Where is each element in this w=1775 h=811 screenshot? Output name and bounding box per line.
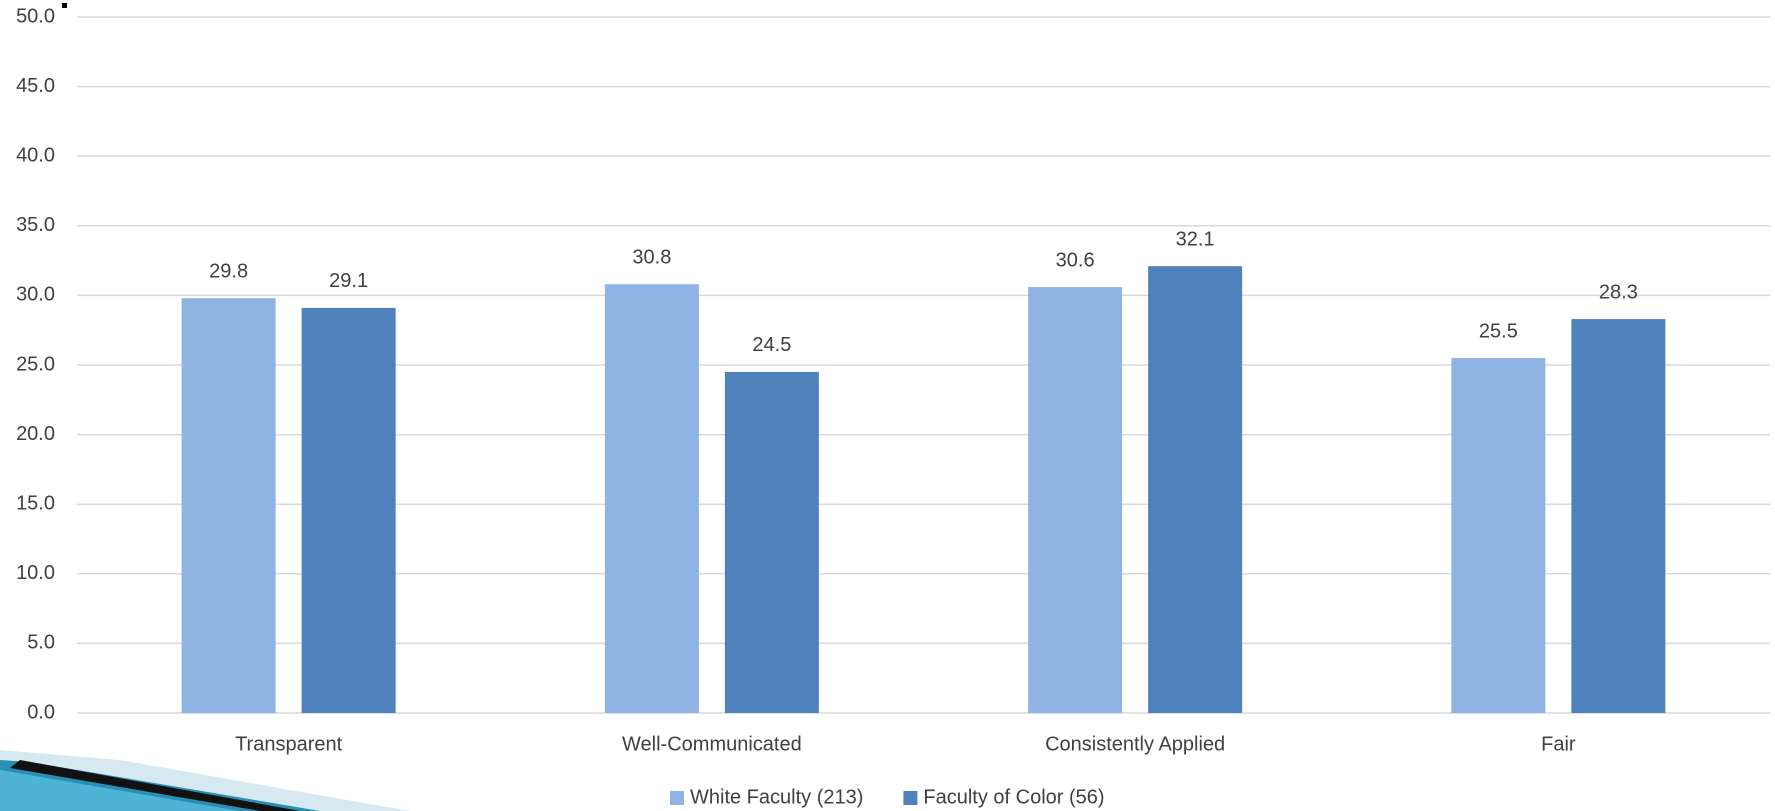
data-label: 29.1	[329, 270, 368, 292]
y-tick-label: 5.0	[27, 632, 55, 654]
y-tick-label: 35.0	[16, 214, 55, 236]
bar	[1451, 358, 1546, 713]
y-tick-label: 45.0	[16, 75, 55, 97]
x-tick-label: Fair	[1541, 733, 1576, 755]
y-tick-label: 10.0	[16, 562, 55, 584]
y-tick-label: 50.0	[16, 5, 55, 27]
data-label: 30.8	[632, 247, 671, 269]
data-label: 24.5	[752, 334, 791, 356]
legend-label: Faculty of Color (56)	[923, 786, 1104, 808]
legend-swatch	[670, 791, 684, 805]
bar	[301, 307, 396, 713]
y-tick-label: 30.0	[16, 284, 55, 306]
y-tick-label: 25.0	[16, 353, 55, 375]
x-tick-label: Well-Communicated	[622, 733, 802, 755]
y-tick-label: 40.0	[16, 144, 55, 166]
data-label: 29.8	[209, 260, 248, 282]
corner-decoration	[0, 750, 410, 811]
bar	[724, 371, 819, 713]
legend-label: White Faculty (213)	[690, 786, 863, 808]
data-label: 25.5	[1479, 320, 1518, 342]
x-tick-label: Transparent	[235, 733, 343, 755]
y-tick-label: 15.0	[16, 492, 55, 514]
bar	[1148, 266, 1243, 713]
data-label: 28.3	[1599, 281, 1638, 303]
y-tick-label: 0.0	[27, 701, 55, 723]
legend-swatch	[903, 791, 918, 805]
x-tick-label: Consistently Applied	[1045, 733, 1225, 755]
marker	[62, 3, 67, 8]
y-tick-label: 20.0	[16, 423, 55, 445]
bar	[1028, 287, 1123, 713]
data-label: 30.6	[1056, 249, 1095, 271]
bar	[181, 298, 276, 713]
data-label: 32.1	[1176, 228, 1215, 250]
bar	[604, 284, 699, 713]
bar	[1571, 319, 1666, 713]
